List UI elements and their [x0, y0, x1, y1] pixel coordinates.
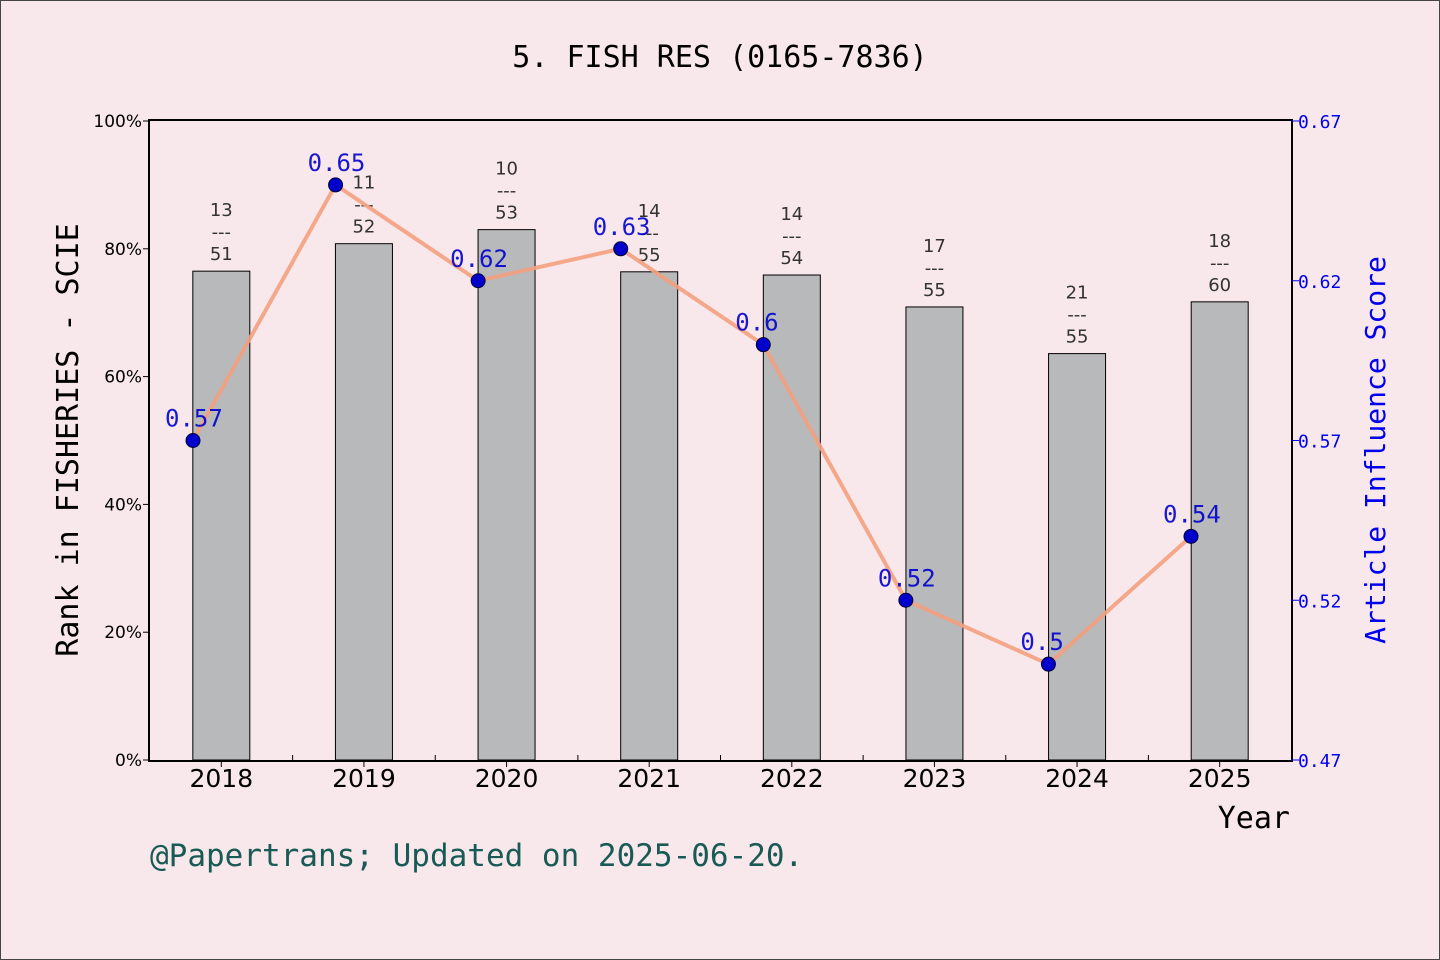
- rank-label-2025: 18: [1208, 231, 1231, 252]
- y-tick-label: 0%: [115, 751, 142, 771]
- ais-value-label-2018: 0.57: [165, 405, 223, 433]
- y-tick-label: 80%: [104, 240, 142, 260]
- total-label-2023: 55: [923, 280, 946, 301]
- rank-label-2022: 14: [780, 204, 803, 225]
- y-tick-label: 20%: [104, 623, 142, 643]
- ais-value-label-2019: 0.65: [308, 149, 366, 177]
- ais-point-2022: [755, 337, 771, 353]
- rank-label-2019: 11: [352, 173, 375, 194]
- x-tick-label-2024: 2024: [1045, 764, 1109, 793]
- total-label-2018: 51: [210, 244, 233, 265]
- ais-point-2023: [898, 592, 914, 608]
- y-tick-label: 60%: [104, 368, 142, 388]
- x-axis-ticks: 2018 2019 2020 2021 2022 2023 2024 2025: [190, 755, 1252, 793]
- rank-bar-2020: [477, 229, 536, 761]
- ais-point-2019: [328, 177, 344, 193]
- total-label-2021: 55: [638, 245, 661, 266]
- ais-value-label-2020: 0.62: [450, 245, 508, 273]
- fraction-separator-2018: ---: [212, 222, 232, 243]
- total-label-2020: 53: [495, 203, 518, 224]
- y2-tick-label: 0.67: [1298, 112, 1341, 133]
- ais-point-2018: [185, 433, 201, 448]
- rank-label-2020: 10: [495, 159, 518, 180]
- rank-label-2018: 13: [210, 200, 233, 221]
- total-label-2019: 52: [352, 217, 375, 238]
- y-axis-label: Rank in FISHERIES - SCIE: [51, 223, 86, 656]
- total-label-2025: 60: [1208, 275, 1231, 296]
- x-tick-label-2023: 2023: [903, 764, 967, 793]
- x-axis-label: Year: [1218, 801, 1290, 836]
- y2-tick-label: 0.62: [1298, 272, 1341, 293]
- rank-bar-2025: [1190, 301, 1249, 761]
- ais-point-2020: [470, 273, 486, 289]
- ais-series-line: [191, 182, 1193, 667]
- x-tick-label-2022: 2022: [760, 764, 824, 793]
- ais-point-2024: [1040, 656, 1056, 672]
- fraction-separator-2024: ---: [1067, 305, 1087, 326]
- y2-tick-label: 0.47: [1298, 751, 1341, 772]
- y-tick-label: 40%: [104, 495, 142, 515]
- x-tick-label-2025: 2025: [1188, 764, 1252, 793]
- y-tick-label: 100%: [93, 112, 142, 132]
- x-tick-label-2020: 2020: [475, 764, 539, 793]
- rank-label-2024: 21: [1066, 283, 1089, 304]
- rank-bar-2021: [620, 271, 679, 761]
- chart-title: 5. FISH RES (0165-7836): [512, 40, 927, 75]
- ais-value-label-2024: 0.5: [1020, 628, 1063, 656]
- rank-bar-2023: [905, 306, 964, 761]
- fraction-separator-2022: ---: [782, 226, 802, 247]
- bars-layer: [192, 229, 1249, 761]
- ais-value-label-2021: 0.63: [593, 213, 651, 241]
- total-label-2024: 55: [1066, 327, 1089, 348]
- rank-label-2023: 17: [923, 236, 946, 257]
- fraction-separator-2021: ---: [639, 223, 659, 244]
- rank-bar-2019: [334, 243, 393, 761]
- fraction-separator-2025: ---: [1210, 253, 1230, 274]
- line-layer: 0.57 0.65 0.62 0.63 0.6 0.52 0.5 0.54: [165, 149, 1221, 672]
- y2-tick-label: 0.57: [1298, 432, 1341, 453]
- rank-label-2021: 14: [638, 201, 661, 222]
- x-tick-label-2019: 2019: [332, 764, 396, 793]
- rank-bar-2018: [192, 270, 251, 761]
- ais-value-label-2023: 0.52: [878, 564, 936, 592]
- ais-value-label-2025: 0.54: [1163, 500, 1221, 528]
- ais-point-2021: [613, 241, 629, 257]
- left-axis-ticks: 0% 20% 40% 60% 80% 100%: [93, 112, 150, 771]
- ais-point-2025: [1183, 528, 1199, 544]
- x-tick-label-2021: 2021: [617, 764, 681, 793]
- total-label-2022: 54: [780, 248, 803, 269]
- plot-area-frame: [148, 119, 1293, 762]
- y2-tick-label: 0.52: [1298, 591, 1341, 612]
- footer-credit: @Papertrans; Updated on 2025-06-20.: [150, 838, 803, 874]
- right-axis-ticks: 0.47 0.52 0.57 0.62 0.67: [1291, 112, 1341, 772]
- fraction-separator-2020: ---: [497, 181, 517, 202]
- fraction-separator-2023: ---: [925, 258, 945, 279]
- ais-value-label-2022: 0.6: [735, 309, 778, 337]
- y2-axis-label: Article Influence Score: [1359, 256, 1392, 644]
- x-tick-label-2018: 2018: [190, 764, 254, 793]
- rank-bar-2022: [762, 274, 821, 761]
- rank-bar-2024: [1048, 353, 1107, 761]
